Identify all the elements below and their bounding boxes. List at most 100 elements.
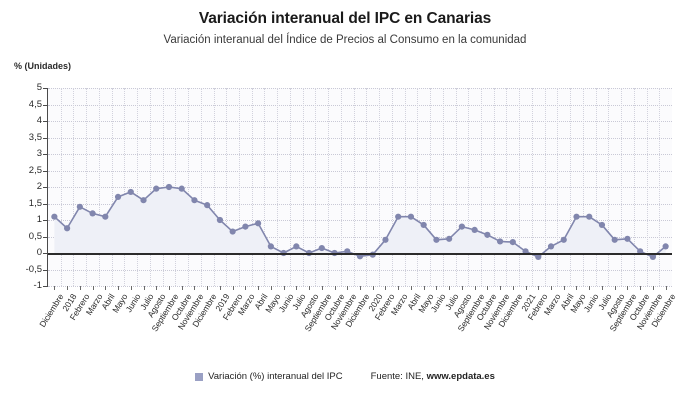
gridline-vertical [519, 88, 521, 286]
y-axis-label: -1 [33, 280, 42, 291]
gridline-vertical [531, 88, 533, 286]
x-axis-tick [512, 286, 514, 290]
gridline-horizontal [48, 88, 672, 89]
data-point[interactable] [242, 223, 249, 230]
gridline-vertical [239, 88, 241, 286]
data-point[interactable] [433, 236, 440, 243]
gridline-vertical [302, 88, 304, 286]
data-point[interactable] [255, 220, 262, 227]
gridline-vertical [455, 88, 457, 286]
data-point[interactable] [496, 238, 504, 245]
x-axis-tick [525, 286, 527, 290]
x-axis-tick [500, 286, 502, 290]
data-point[interactable] [649, 253, 657, 261]
data-point[interactable] [560, 236, 567, 243]
data-point[interactable] [178, 185, 185, 192]
y-axis-tick [43, 220, 48, 221]
gridline-vertical [340, 88, 342, 286]
x-axis-tick [67, 286, 69, 290]
data-point[interactable] [446, 235, 453, 242]
data-point[interactable] [611, 236, 618, 243]
gridline-vertical [417, 88, 419, 286]
data-point[interactable] [216, 216, 224, 224]
x-axis-tick [652, 286, 654, 290]
y-axis-label: 2,5 [28, 164, 42, 176]
x-axis-tick [474, 286, 476, 290]
data-point[interactable] [127, 188, 134, 196]
x-axis-tick [372, 286, 374, 290]
data-point[interactable] [624, 235, 631, 242]
data-point[interactable] [509, 239, 516, 246]
gridline-vertical [277, 88, 279, 286]
data-point[interactable] [407, 213, 415, 220]
gridline-vertical [353, 88, 355, 286]
gridline-vertical [557, 88, 559, 286]
data-point[interactable] [484, 231, 491, 238]
data-point[interactable] [471, 226, 478, 233]
data-point[interactable] [382, 236, 389, 243]
y-axis-label: 4,5 [28, 98, 42, 110]
x-axis-tick [640, 286, 642, 290]
x-axis-tick [143, 286, 145, 290]
x-axis-tick [538, 286, 540, 290]
source-site: www.epdata.es [426, 371, 495, 382]
data-point[interactable] [267, 243, 274, 250]
x-axis-tick [334, 286, 336, 290]
data-point[interactable] [204, 202, 211, 209]
x-axis-tick [385, 286, 387, 290]
page-title: Variación interanual del IPC en Canarias [198, 10, 492, 27]
gridline-vertical [570, 88, 572, 286]
data-point[interactable] [229, 228, 236, 235]
data-point[interactable] [547, 243, 555, 250]
data-point[interactable] [637, 248, 644, 255]
data-point[interactable] [102, 213, 109, 220]
y-axis-label: -0,5 [25, 263, 42, 275]
gridline-vertical [633, 88, 635, 286]
chart-subtitle: Variación interanual del Índice de Preci… [163, 34, 527, 46]
data-point[interactable] [114, 193, 122, 200]
x-axis-tick [92, 286, 94, 290]
x-axis-tick [436, 286, 438, 290]
x-axis-tick [156, 286, 158, 290]
x-axis-tick [449, 286, 451, 290]
gridline-vertical [493, 88, 495, 286]
data-point[interactable] [76, 203, 83, 210]
data-point[interactable] [89, 210, 96, 217]
y-axis-label: 3,5 [28, 131, 42, 143]
y-axis-tick [43, 253, 48, 254]
gridline-vertical [213, 88, 215, 286]
data-point[interactable] [395, 213, 402, 220]
y-axis-label: 2 [36, 181, 42, 192]
gridline-horizontal [48, 187, 672, 188]
data-point[interactable] [535, 253, 542, 261]
data-point[interactable] [153, 185, 160, 192]
data-point[interactable] [573, 213, 580, 220]
gridline-vertical [175, 88, 177, 286]
data-point[interactable] [140, 197, 147, 204]
data-point[interactable] [598, 221, 606, 229]
data-point[interactable] [165, 183, 173, 191]
y-axis-label: 1,5 [28, 197, 42, 209]
y-axis-tick [43, 236, 48, 238]
gridline-vertical [328, 88, 330, 286]
data-point[interactable] [662, 243, 669, 250]
data-point[interactable] [458, 223, 465, 230]
data-point[interactable] [522, 248, 529, 255]
x-axis-tick [270, 286, 272, 290]
gridline-vertical [430, 88, 432, 286]
data-point[interactable] [191, 197, 198, 204]
gridline-vertical [544, 88, 546, 286]
gridline-horizontal [48, 104, 672, 106]
data-point[interactable] [318, 244, 325, 252]
data-point[interactable] [64, 225, 71, 232]
gridline-vertical [98, 88, 100, 286]
x-axis-tick [245, 286, 247, 290]
x-axis-tick [321, 286, 323, 290]
data-point[interactable] [344, 248, 351, 255]
gridline-vertical [73, 88, 75, 286]
data-point[interactable] [293, 243, 300, 250]
gridline-horizontal [48, 170, 672, 172]
data-point[interactable] [51, 213, 58, 220]
data-point[interactable] [420, 221, 427, 229]
data-point[interactable] [586, 213, 593, 220]
